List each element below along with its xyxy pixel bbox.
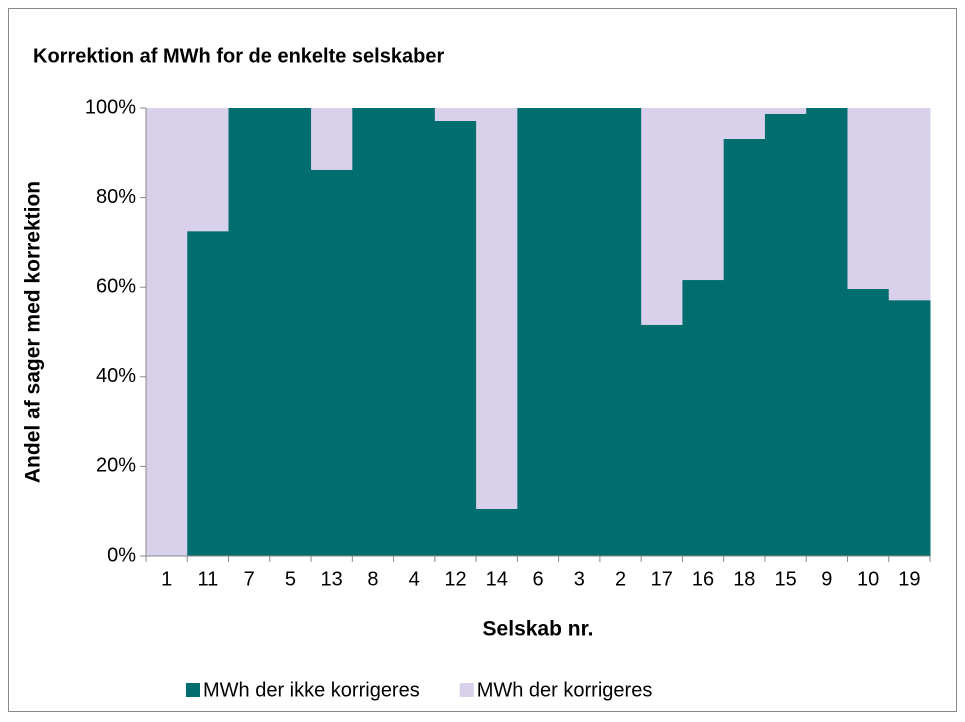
y-tick-label: 80% xyxy=(96,186,136,208)
bar-segment xyxy=(847,108,890,289)
y-tick-label: 40% xyxy=(96,365,136,387)
x-tick-label: 17 xyxy=(651,568,673,590)
x-tick-label: 10 xyxy=(857,568,879,590)
bar-segment xyxy=(682,280,725,556)
bar-segment xyxy=(599,108,642,556)
x-tick-label: 6 xyxy=(532,568,543,590)
bar-segment xyxy=(146,108,188,556)
bar-segment xyxy=(393,108,436,556)
bar-segment xyxy=(352,108,395,556)
bar-segment xyxy=(764,113,807,556)
bar-segment xyxy=(847,288,890,556)
y-tick-label: 0% xyxy=(107,544,136,566)
x-tick-label: 13 xyxy=(321,568,343,590)
bar-segment xyxy=(311,108,353,170)
x-tick-label: 4 xyxy=(409,568,420,590)
x-tick-label: 15 xyxy=(774,568,796,590)
bar-segment xyxy=(888,108,931,301)
bar-segment xyxy=(558,108,601,556)
chart-title: Korrektion af MWh for de enkelte selskab… xyxy=(33,45,444,67)
bar-segment xyxy=(434,108,477,121)
bar-segment xyxy=(476,108,518,509)
x-tick-label: 1 xyxy=(161,568,172,590)
legend-label: MWh der ikke korrigeres xyxy=(203,679,420,701)
x-tick-label: 8 xyxy=(367,568,378,590)
bar-segment xyxy=(434,120,477,556)
y-tick-label: 100% xyxy=(85,96,136,118)
bar-segment xyxy=(187,231,230,556)
x-tick-label: 19 xyxy=(898,568,920,590)
bar-segment xyxy=(187,108,230,232)
x-axis-label: Selskab nr. xyxy=(483,618,594,641)
x-tick-label: 2 xyxy=(615,568,626,590)
y-axis-label: Andel af sager med korrektion xyxy=(22,181,45,483)
bar-segment xyxy=(888,300,931,556)
legend-swatch xyxy=(459,683,474,697)
bar-segment xyxy=(476,508,518,556)
x-tick-label: 11 xyxy=(198,568,219,590)
x-tick-label: 18 xyxy=(733,568,755,590)
bar-segment xyxy=(269,108,312,556)
x-tick-label: 7 xyxy=(244,568,255,590)
x-tick-label: 5 xyxy=(285,568,296,590)
bar-segment xyxy=(682,108,725,281)
bar-segment xyxy=(641,324,683,556)
bar-segment xyxy=(723,108,766,139)
x-tick-label: 3 xyxy=(574,568,585,590)
x-tick-label: 9 xyxy=(821,568,832,590)
bar-segment xyxy=(517,108,560,556)
x-tick-label: 12 xyxy=(444,568,466,590)
y-tick-label: 60% xyxy=(96,275,136,297)
x-tick-label: 16 xyxy=(692,568,714,590)
bar-segment xyxy=(641,108,683,325)
legend-swatch xyxy=(186,683,200,697)
y-tick-label: 20% xyxy=(96,455,136,477)
bar-segment xyxy=(806,108,848,556)
x-tick-label: 14 xyxy=(486,568,508,590)
bar-segment xyxy=(764,108,807,114)
bar-segment xyxy=(228,108,271,556)
legend-label: MWh der korrigeres xyxy=(477,679,653,701)
bar-segment xyxy=(311,169,353,556)
bar-segment xyxy=(723,138,766,557)
